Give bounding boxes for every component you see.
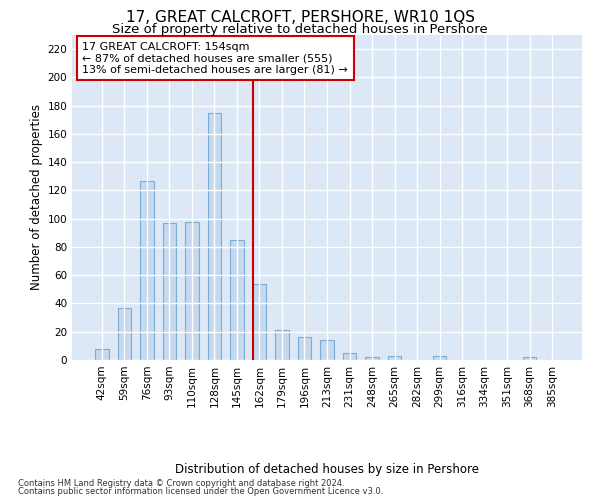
Bar xyxy=(230,240,244,360)
Bar xyxy=(388,356,401,360)
Bar xyxy=(95,348,109,360)
Bar xyxy=(163,223,176,360)
Bar xyxy=(343,353,356,360)
X-axis label: Distribution of detached houses by size in Pershore: Distribution of detached houses by size … xyxy=(175,462,479,475)
Bar xyxy=(185,222,199,360)
Bar xyxy=(320,340,334,360)
Bar xyxy=(253,284,266,360)
Text: Contains HM Land Registry data © Crown copyright and database right 2024.: Contains HM Land Registry data © Crown c… xyxy=(18,478,344,488)
Bar xyxy=(208,112,221,360)
Text: 17 GREAT CALCROFT: 154sqm
← 87% of detached houses are smaller (555)
13% of semi: 17 GREAT CALCROFT: 154sqm ← 87% of detac… xyxy=(82,42,348,74)
Bar xyxy=(275,330,289,360)
Text: Size of property relative to detached houses in Pershore: Size of property relative to detached ho… xyxy=(112,22,488,36)
Text: 17, GREAT CALCROFT, PERSHORE, WR10 1QS: 17, GREAT CALCROFT, PERSHORE, WR10 1QS xyxy=(125,10,475,25)
Bar xyxy=(118,308,131,360)
Bar xyxy=(140,180,154,360)
Bar xyxy=(433,356,446,360)
Bar xyxy=(523,357,536,360)
Y-axis label: Number of detached properties: Number of detached properties xyxy=(30,104,43,290)
Bar xyxy=(298,338,311,360)
Text: Contains public sector information licensed under the Open Government Licence v3: Contains public sector information licen… xyxy=(18,487,383,496)
Bar xyxy=(365,357,379,360)
